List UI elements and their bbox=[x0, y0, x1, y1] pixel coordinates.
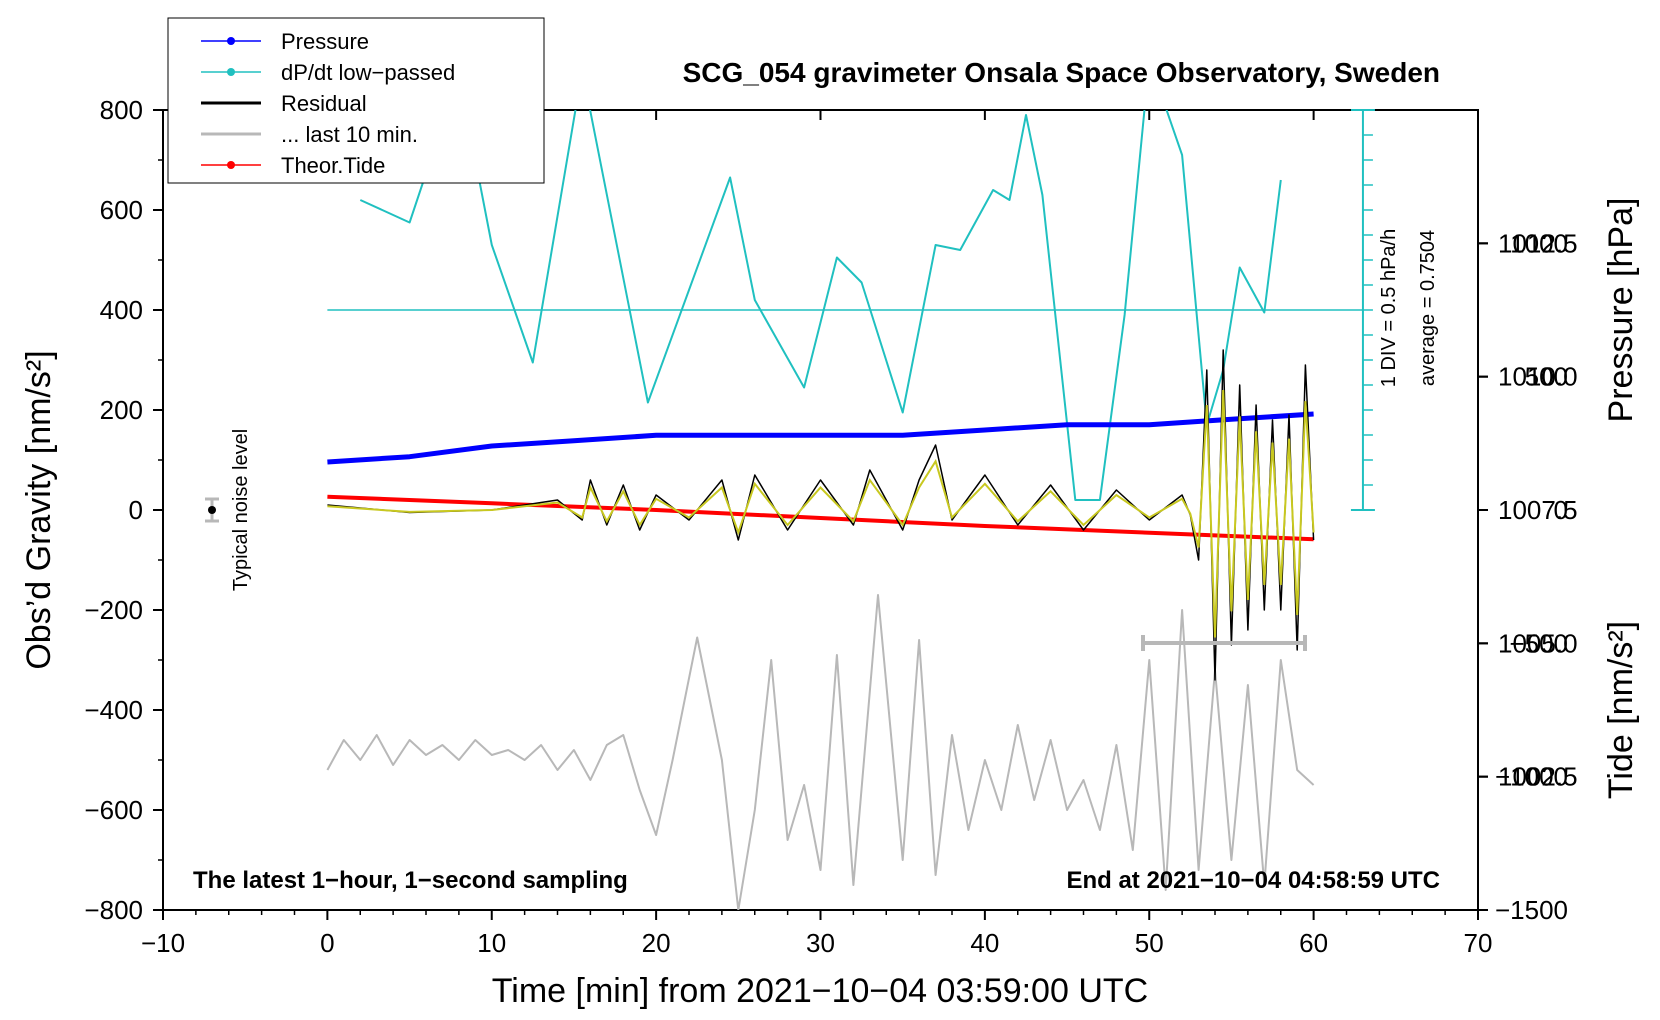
tide-tick-label: −500 bbox=[1509, 628, 1568, 658]
tide-axis-title: Tide [nm/s²] bbox=[1602, 621, 1640, 799]
x-tick-label: 30 bbox=[806, 928, 835, 958]
pressure-axis-title: Pressure [hPa] bbox=[1602, 198, 1640, 423]
tide-tick-label: 500 bbox=[1525, 362, 1568, 392]
footer-left: The latest 1−hour, 1−second sampling bbox=[193, 867, 628, 894]
series-line bbox=[326, 594, 1315, 910]
series-line bbox=[327, 411, 1314, 465]
left-tick-label: 400 bbox=[100, 295, 143, 325]
pressure-tick-label: 1010.0 bbox=[1498, 362, 1578, 392]
pressure-tick-label: 1005.0 bbox=[1498, 628, 1578, 658]
pressure-tick-label: 1007.5 bbox=[1498, 495, 1578, 525]
left-axis-title: Obs’d Gravity [nm/s²] bbox=[20, 350, 58, 669]
x-tick-label: 50 bbox=[1135, 928, 1164, 958]
residual-filtered-line bbox=[327, 389, 1315, 638]
series-line bbox=[327, 494, 1314, 542]
legend-label: Theor.Tide bbox=[281, 153, 385, 178]
x-tick-label: −10 bbox=[141, 928, 185, 958]
left-tick-label: −600 bbox=[84, 795, 143, 825]
legend-label: dP/dt low−passed bbox=[281, 60, 455, 85]
x-tick-label: 40 bbox=[970, 928, 999, 958]
left-tick-label: 600 bbox=[100, 195, 143, 225]
x-tick-label: 60 bbox=[1299, 928, 1328, 958]
legend-label: Pressure bbox=[281, 29, 369, 54]
chart-title: SCG_054 gravimeter Onsala Space Observat… bbox=[683, 57, 1440, 88]
series-layer bbox=[326, 110, 1315, 910]
legend: Pressure dP/dt low−passed Residual ... last… bbox=[167, 17, 545, 184]
pressure-axis: 1012.5 1010.0 1007.5 1005.0 1002.5 bbox=[1478, 228, 1578, 792]
pressure-tick-label: 1012.5 bbox=[1498, 228, 1578, 258]
tide-tick-label: −1500 bbox=[1495, 895, 1568, 925]
legend-label: Residual bbox=[281, 91, 367, 116]
tide-tick-label: 1000 bbox=[1510, 228, 1568, 258]
div-scale bbox=[327, 109, 1375, 511]
series-line bbox=[327, 349, 1315, 681]
legend-marker bbox=[227, 37, 235, 45]
series-line bbox=[359, 110, 1282, 501]
tide-tick-label: −1000 bbox=[1495, 762, 1568, 792]
x-tick-label: 0 bbox=[320, 928, 334, 958]
plot-frame bbox=[162, 109, 1479, 911]
x-tick-label: 20 bbox=[642, 928, 671, 958]
legend-marker bbox=[227, 161, 235, 169]
legend-marker bbox=[227, 68, 235, 76]
x-tick-label: 10 bbox=[477, 928, 506, 958]
noise-level-marker bbox=[205, 497, 219, 523]
noise-level-label: Typical noise level bbox=[230, 429, 252, 591]
x-axis-title: Time [min] from 2021−10−04 03:59:00 UTC bbox=[492, 972, 1148, 1010]
x-tick-label: 70 bbox=[1464, 928, 1493, 958]
average-label: average = 0.7504 bbox=[1417, 230, 1439, 386]
left-tick-label: 800 bbox=[100, 95, 143, 125]
left-tick-label: 200 bbox=[100, 395, 143, 425]
left-tick-label: −200 bbox=[84, 595, 143, 625]
left-y-axis: 800 600 400 200 0 −200 −400 −600 −800 bbox=[84, 95, 163, 925]
left-tick-label: 0 bbox=[129, 495, 143, 525]
footer-right: End at 2021−10−04 04:58:59 UTC bbox=[1066, 867, 1440, 894]
tide-axis: 1000 500 0 −500 −1000 −1500 bbox=[1478, 228, 1568, 925]
left-tick-label: −400 bbox=[84, 695, 143, 725]
tide-tick-label: 0 bbox=[1554, 495, 1568, 525]
legend-label: ... last 10 min. bbox=[281, 122, 418, 147]
x-axis: −10 0 10 20 30 40 50 60 70 bbox=[141, 110, 1493, 958]
div-label: 1 DIV = 0.5 hPa/h bbox=[1378, 229, 1400, 387]
last-10-min-bracket bbox=[1141, 635, 1307, 651]
pressure-tick-label: 1002.5 bbox=[1498, 762, 1578, 792]
left-tick-label: −800 bbox=[84, 895, 143, 925]
